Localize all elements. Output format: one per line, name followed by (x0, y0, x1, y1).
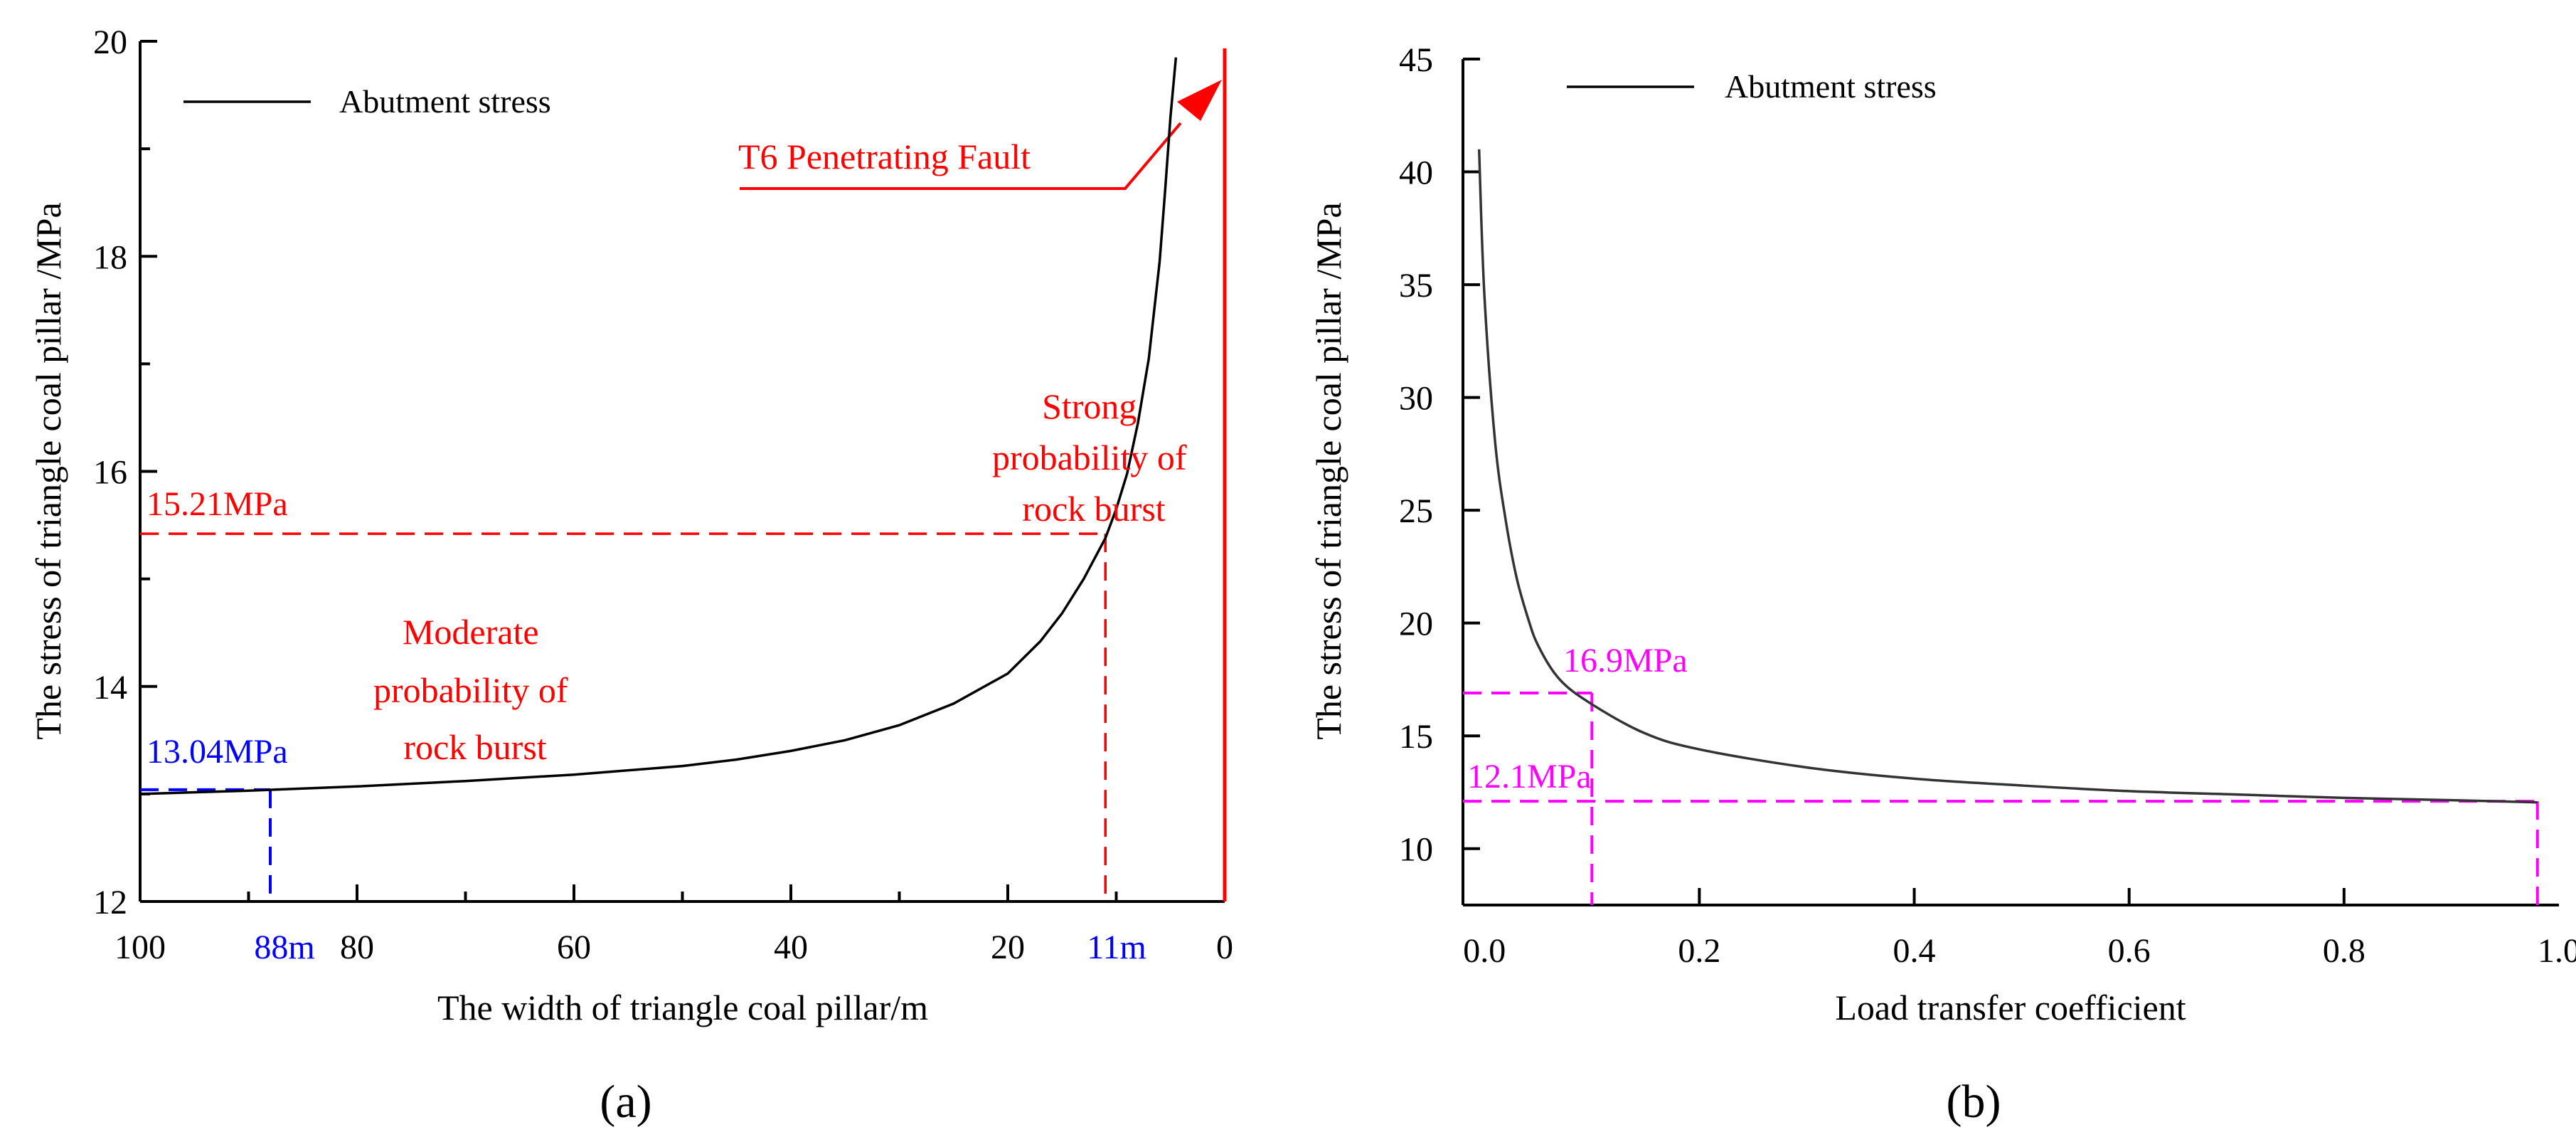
panel-b-y-tick-label: 15 (1399, 718, 1433, 756)
panel-b-x-tick-label: 0.4 (1893, 932, 1936, 970)
panel-a-y-tick-label: 12 (93, 884, 127, 921)
panel-b-ref-16-9-label: 16.9MPa (1563, 642, 1688, 679)
panel-b-legend-label: Abutment stress (1725, 68, 1937, 105)
panel-a-annotation-strong-line-3: rock burst (1022, 489, 1165, 529)
panel-a-ref-red-label: 15.21MPa (147, 485, 288, 523)
panel-a-x-tick-label: 100 (115, 929, 166, 966)
panel-b-y-tick-label: 35 (1399, 267, 1433, 305)
panel-b-y-tick-label: 10 (1399, 831, 1433, 869)
panel-a-ref-blue-x-label: 88m (254, 929, 314, 966)
panel-a-fault-label: T6 Penetrating Fault (738, 137, 1031, 176)
panel-b-x-tick-label: 0.2 (1678, 932, 1720, 970)
panel-b-y-axis-label: The stress of triangle coal pillar /MPa (1309, 202, 1348, 739)
panel-a-label: (a) (600, 1076, 651, 1128)
panel-b-y-tick-label: 20 (1399, 605, 1433, 643)
panel-a-x-tick-label: 0 (1216, 929, 1233, 966)
panel-a-annotation-moderate-line-1: Moderate (403, 612, 539, 652)
panel-a-annotation-moderate-line-3: rock burst (403, 727, 546, 767)
panel-b-y-tick-label: 40 (1399, 154, 1433, 192)
panel-a-legend-label: Abutment stress (339, 83, 551, 120)
panel-a-x-tick-label: 40 (774, 929, 808, 966)
panel-a-x-axis-label: The width of triangle coal pillar/m (437, 988, 928, 1027)
panel-b-ref-12-1-label: 12.1MPa (1467, 758, 1592, 795)
panel-a-x-tick-label: 60 (557, 929, 591, 966)
panel-b-label: (b) (1947, 1076, 2001, 1128)
panel-b-y-ticks: 10 15 20 25 30 35 40 45 (1399, 41, 1480, 869)
panel-a-annotation-strong-line-2: probability of (992, 438, 1187, 477)
panel-b-series-abutment-stress (1477, 149, 2538, 804)
panel-a-y-tick-label: 16 (93, 454, 127, 492)
panel-a-fault-leader (740, 122, 1182, 190)
panel-a-x-tick-label: 80 (340, 929, 374, 966)
panel-b-x-axis-label: Load transfer coefficient (1835, 988, 2186, 1027)
panel-a-fault-arrowhead (1177, 80, 1222, 121)
panel-a-y-tick-label: 20 (93, 23, 127, 61)
panel-a-y-tick-label: 14 (93, 669, 127, 707)
panel-a-y-axis-label: The stress of triangle coal pillar /MPa (28, 202, 68, 739)
panel-a-x-tick-label: 20 (991, 929, 1025, 966)
panel-a-annotation-moderate-line-2: probability of (373, 670, 568, 710)
panel-b-x-tick-label: 1.0 (2538, 932, 2576, 970)
panel-a-ref-blue-label: 13.04MPa (147, 733, 288, 771)
panel-a-annotation-strong: Strong probability of rock burst (992, 386, 1196, 529)
panel-b-y-tick-label: 25 (1399, 492, 1433, 530)
panel-b-x-tick-label: 0.8 (2323, 932, 2365, 970)
panel-a-annotation-strong-line-1: Strong (1042, 386, 1137, 426)
panel-b-x-ticks: 0.0 0.2 0.4 0.6 0.8 1.0 (1463, 888, 2576, 970)
panel-a-y-tick-label: 18 (93, 238, 127, 276)
panel-b-x-tick-label: 0.6 (2108, 932, 2151, 970)
panel-a-x-ticks: 100 80 60 40 20 0 (115, 884, 1233, 966)
panel-b-y-tick-label: 45 (1399, 41, 1433, 79)
panel-a-series-abutment-stress (139, 57, 1178, 795)
panel-b: 10 15 20 25 30 35 40 45 0.0 0.2 0.4 0.6 0.8 1.0 Abut… (1309, 41, 2576, 1128)
panel-b-y-tick-label: 30 (1399, 380, 1433, 418)
panel-a-y-ticks: 12 14 16 18 20 (93, 23, 157, 921)
panel-a-annotation-moderate: Moderate probability of rock burst (373, 612, 577, 767)
panel-b-x-tick-label: 0.0 (1463, 932, 1506, 970)
panel-a-ref-red-x-label: 11m (1087, 929, 1146, 966)
